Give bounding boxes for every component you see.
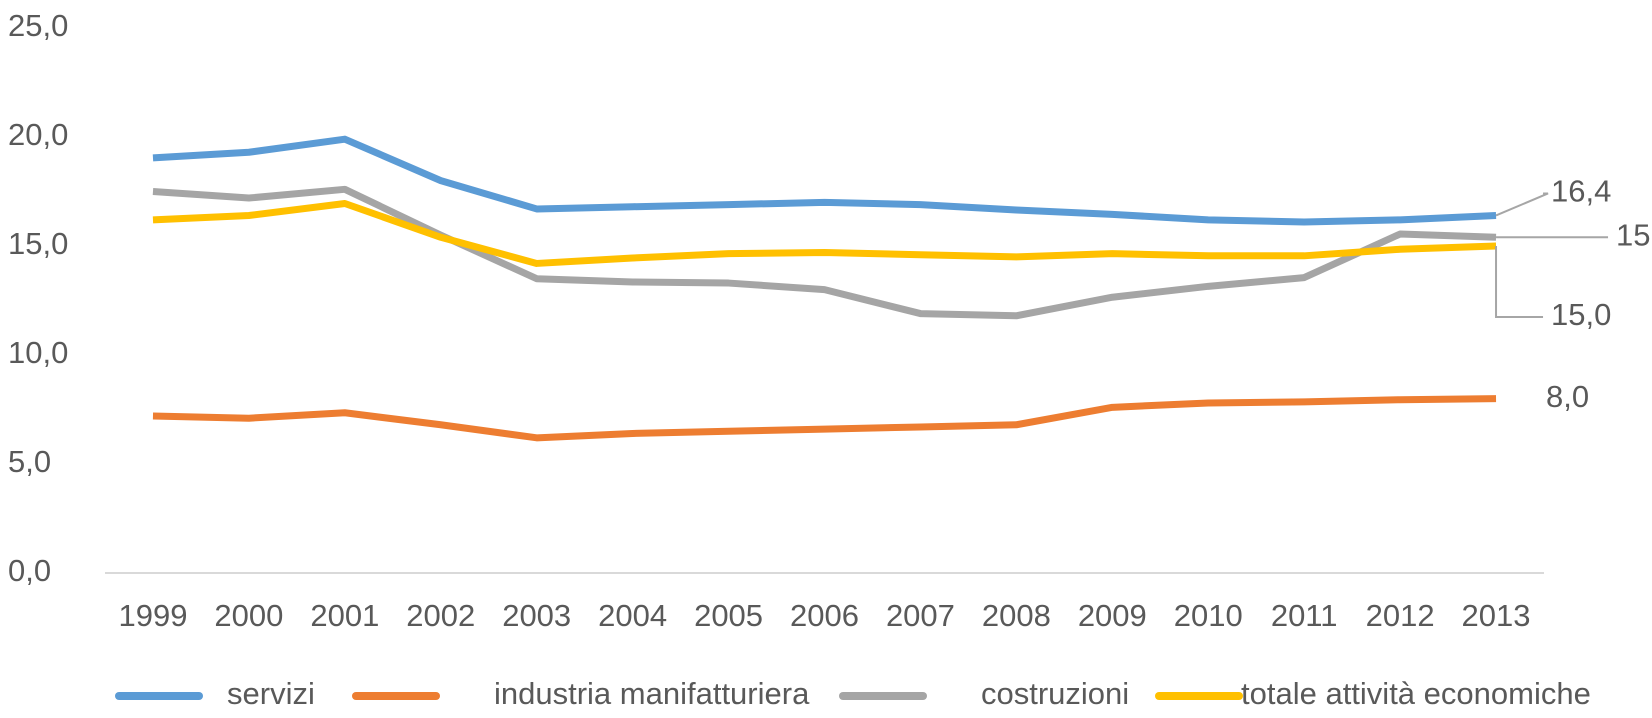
- x-tick-label: 2005: [694, 598, 763, 633]
- legend-label: costruzioni: [981, 676, 1129, 711]
- x-tick-label: 2007: [886, 598, 955, 633]
- leader-line: [1495, 192, 1549, 217]
- x-tick-label: 2000: [214, 598, 283, 633]
- x-tick-label: 2004: [598, 598, 667, 633]
- x-tick-label: 2013: [1462, 598, 1531, 633]
- x-tick-label: 1999: [118, 598, 187, 633]
- series-line: [152, 185, 1497, 320]
- x-tick-label: 2003: [502, 598, 571, 633]
- leader-line: [1495, 246, 1544, 318]
- legend-label: industria manifatturiera: [494, 676, 810, 711]
- x-tick-label: 2009: [1078, 598, 1147, 633]
- y-tick-label: 25,0: [8, 8, 68, 43]
- x-tick-label: 2006: [790, 598, 859, 633]
- y-tick-label: 10,0: [8, 335, 68, 370]
- y-tick-label: 20,0: [8, 117, 68, 152]
- x-tick-label: 2010: [1174, 598, 1243, 633]
- data-label: 15,0: [1551, 297, 1611, 332]
- x-tick-label: 2002: [406, 598, 475, 633]
- x-tick-label: 2011: [1271, 598, 1338, 633]
- legend-label: servizi: [227, 676, 315, 711]
- x-tick-label: 2001: [310, 598, 379, 633]
- legend-label: totale attività economiche: [1241, 676, 1591, 711]
- series-line: [152, 135, 1497, 226]
- series-line: [152, 395, 1497, 442]
- x-tick-label: 2012: [1366, 598, 1435, 633]
- data-label: 8,0: [1546, 379, 1589, 414]
- series-line: [152, 199, 1497, 267]
- data-label: 16,4: [1551, 174, 1611, 209]
- y-tick-label: 5,0: [8, 444, 51, 479]
- data-label: 15,4: [1616, 217, 1652, 252]
- y-tick-label: 0,0: [8, 553, 51, 588]
- y-tick-label: 15,0: [8, 226, 68, 261]
- x-tick-label: 2008: [982, 598, 1051, 633]
